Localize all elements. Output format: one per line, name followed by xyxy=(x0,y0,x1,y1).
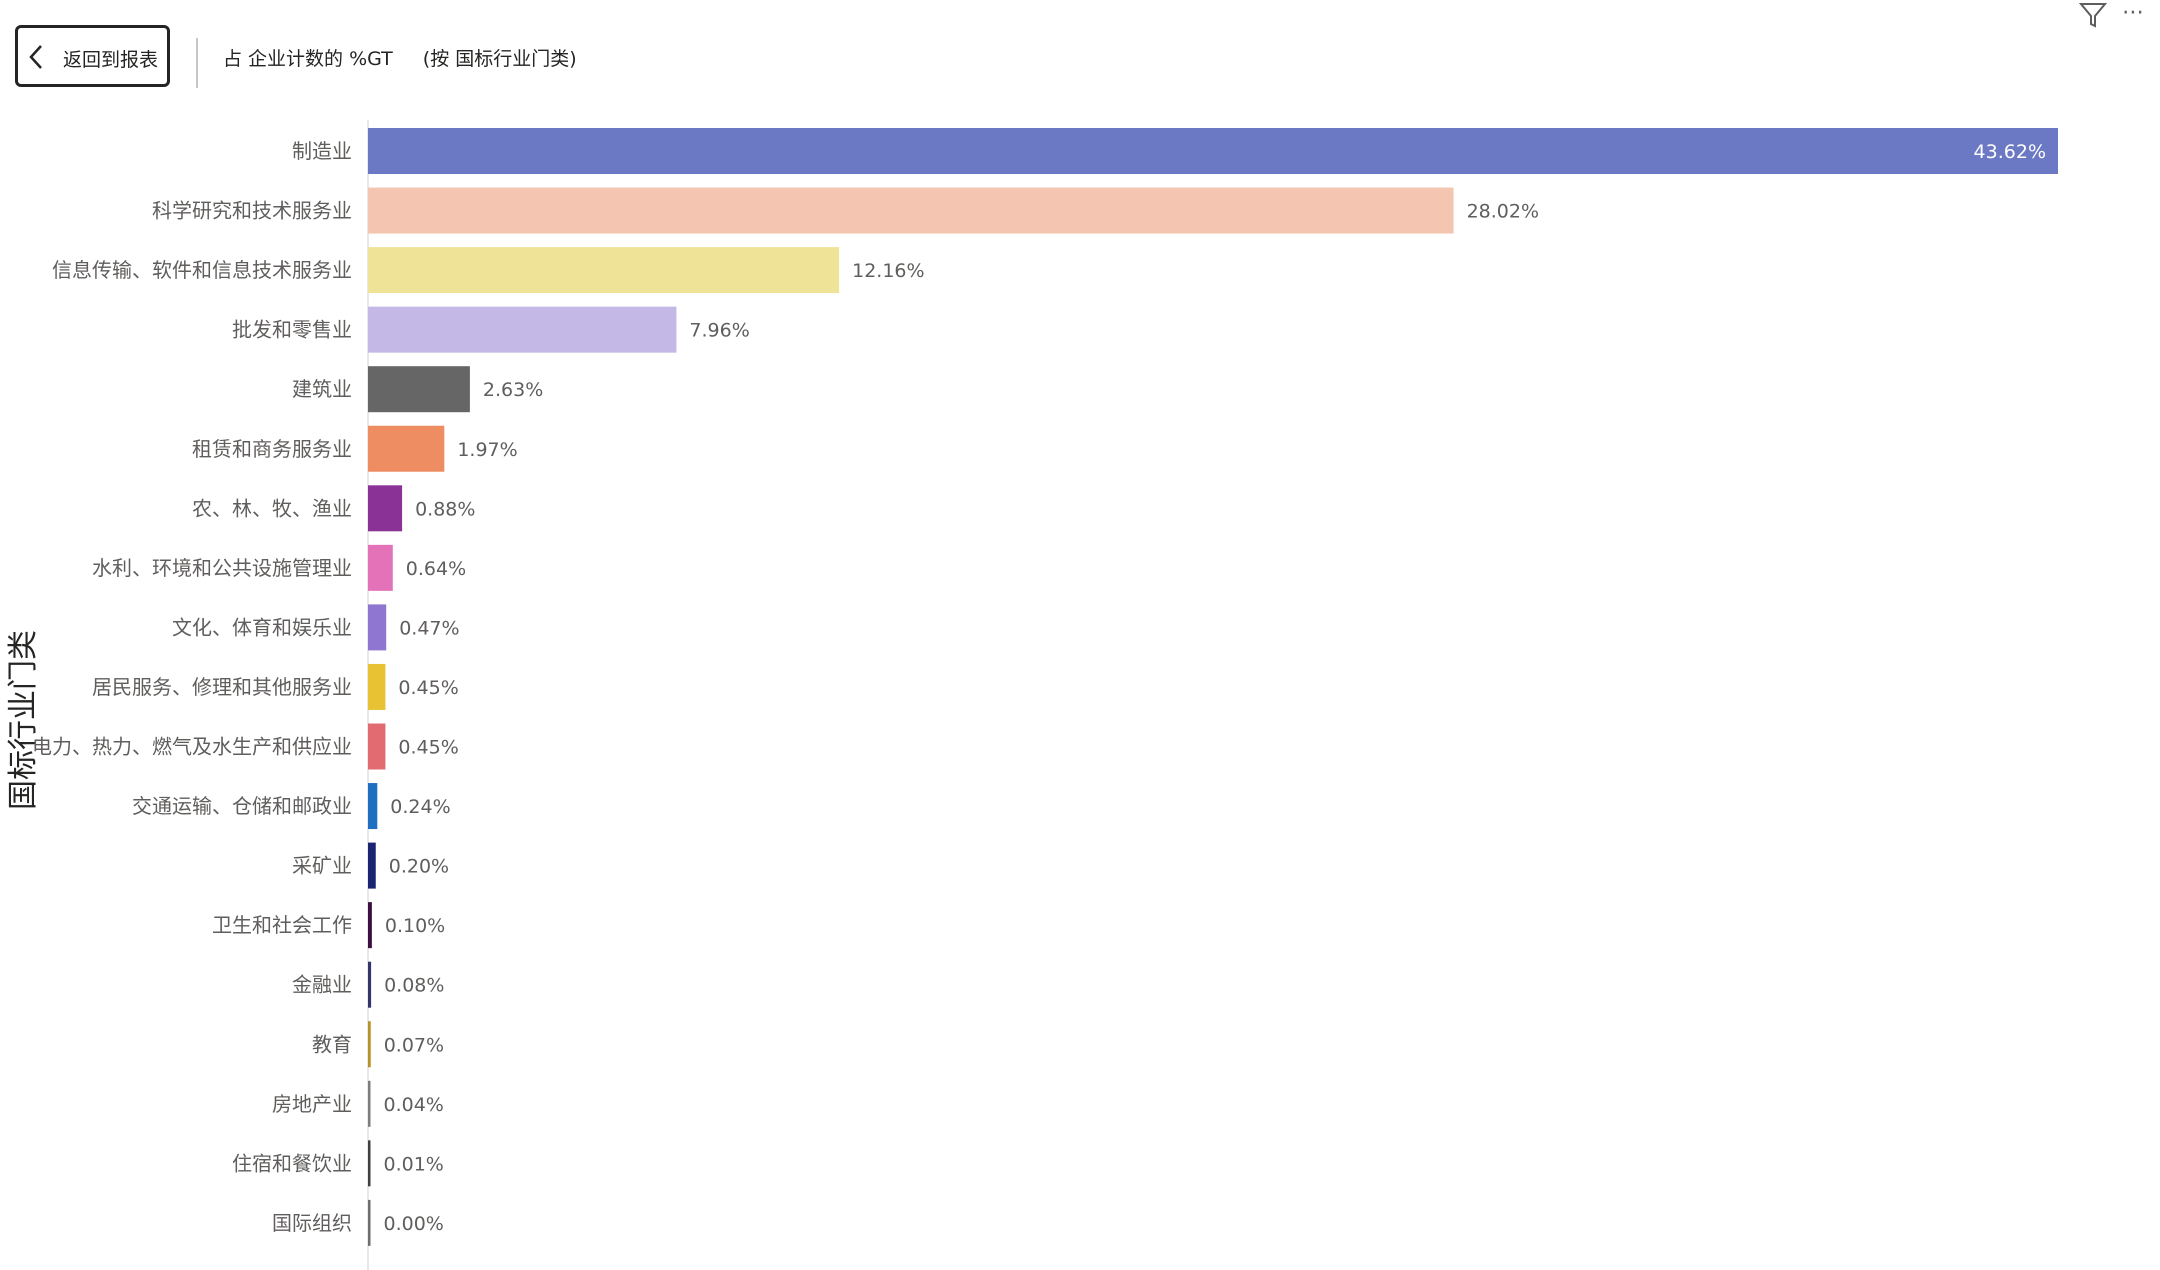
category-label: 房地产业 xyxy=(272,1092,352,1116)
bar-group[interactable]: 电力、热力、燃气及水生产和供应业 0.45% xyxy=(32,723,459,770)
data-label: 0.08% xyxy=(384,975,444,997)
title-by: (按 国标行业门类) xyxy=(422,48,577,70)
category-label: 采矿业 xyxy=(292,854,352,878)
bar[interactable] xyxy=(368,1199,371,1246)
data-label: 0.01% xyxy=(384,1153,444,1175)
category-label: 水利、环境和公共设施管理业 xyxy=(92,556,352,580)
bar-group[interactable]: 教育 0.07% xyxy=(312,1021,444,1068)
title-measure: 占 企业计数的 %GT xyxy=(223,48,393,70)
bar-group[interactable]: 租赁和商务服务业 1.97% xyxy=(192,425,518,472)
bar[interactable] xyxy=(368,723,386,770)
bar[interactable] xyxy=(368,128,2058,174)
bar[interactable] xyxy=(368,604,387,651)
category-label: 住宿和餐饮业 xyxy=(232,1151,352,1175)
bar-group[interactable]: 卫生和社会工作 0.10% xyxy=(212,902,445,949)
category-label: 科学研究和技术服务业 xyxy=(152,199,352,223)
bar-group[interactable]: 居民服务、修理和其他服务业 0.45% xyxy=(92,663,459,710)
bar[interactable] xyxy=(368,306,677,353)
bar[interactable] xyxy=(368,247,840,294)
bar[interactable] xyxy=(368,663,386,710)
data-label: 43.62% xyxy=(1974,141,2046,163)
data-label: 0.07% xyxy=(384,1034,444,1056)
header-divider xyxy=(196,38,198,88)
bar-group[interactable]: 信息传输、软件和信息技术服务业 12.16% xyxy=(52,247,925,294)
bar[interactable] xyxy=(368,783,378,830)
data-label: 0.45% xyxy=(398,737,458,759)
bar[interactable] xyxy=(368,544,393,591)
bar[interactable] xyxy=(368,961,372,1008)
bar[interactable] xyxy=(368,842,376,889)
data-label: 0.64% xyxy=(406,558,466,580)
bar-group[interactable]: 采矿业 0.20% xyxy=(292,842,449,889)
category-label: 批发和零售业 xyxy=(232,318,352,342)
data-label: 0.88% xyxy=(415,498,475,520)
category-label: 国际组织 xyxy=(272,1211,352,1235)
bar[interactable] xyxy=(368,425,445,472)
bar-group[interactable]: 制造业 43.62% xyxy=(292,128,2058,174)
category-label: 租赁和商务服务业 xyxy=(192,437,352,461)
bar-group[interactable]: 房地产业 0.04% xyxy=(272,1080,444,1127)
bar-group[interactable]: 文化、体育和娱乐业 0.47% xyxy=(172,604,460,651)
back-to-report-label: 返回到报表 xyxy=(63,49,159,71)
data-label: 28.02% xyxy=(1467,201,1539,223)
bar-group[interactable]: 批发和零售业 7.96% xyxy=(232,306,750,353)
bar[interactable] xyxy=(368,366,470,413)
category-label: 交通运输、仓储和邮政业 xyxy=(132,794,352,818)
category-label: 卫生和社会工作 xyxy=(212,913,352,937)
category-label: 文化、体育和娱乐业 xyxy=(172,615,352,639)
bar-group[interactable]: 水利、环境和公共设施管理业 0.64% xyxy=(92,544,466,591)
data-label: 0.00% xyxy=(384,1213,444,1235)
bar-group[interactable]: 交通运输、仓储和邮政业 0.24% xyxy=(132,783,451,830)
bar-group[interactable]: 住宿和餐饮业 0.01% xyxy=(232,1140,444,1187)
category-label: 制造业 xyxy=(292,139,352,163)
category-label: 农、林、牧、渔业 xyxy=(192,496,352,520)
data-label: 0.04% xyxy=(384,1094,444,1116)
data-label: 12.16% xyxy=(852,260,924,282)
category-label: 金融业 xyxy=(292,973,352,997)
data-label: 2.63% xyxy=(483,379,543,401)
visual-title: 占 企业计数的 %GT (按 国标行业门类) xyxy=(223,44,577,71)
chevron-left-icon xyxy=(26,42,46,76)
data-label: 7.96% xyxy=(689,320,749,342)
bar-group[interactable]: 科学研究和技术服务业 28.02% xyxy=(152,187,1539,234)
bar[interactable] xyxy=(368,1080,371,1127)
data-label: 0.24% xyxy=(390,796,450,818)
bar[interactable] xyxy=(368,1021,371,1068)
bar-group[interactable]: 建筑业 2.63% xyxy=(292,366,543,413)
more-options-icon[interactable]: ⋯ xyxy=(2122,0,2145,25)
bar[interactable] xyxy=(368,485,403,532)
data-label: 1.97% xyxy=(457,439,517,461)
category-label: 信息传输、软件和信息技术服务业 xyxy=(52,258,352,282)
bar[interactable] xyxy=(368,902,372,949)
category-label: 建筑业 xyxy=(292,377,352,401)
data-label: 0.47% xyxy=(399,617,459,639)
bar[interactable] xyxy=(368,187,1454,234)
back-to-report-button[interactable]: 返回到报表 xyxy=(15,25,170,87)
bar-group[interactable]: 金融业 0.08% xyxy=(292,961,444,1008)
bar[interactable] xyxy=(368,1140,371,1187)
category-label: 电力、热力、燃气及水生产和供应业 xyxy=(32,735,352,759)
category-label: 居民服务、修理和其他服务业 xyxy=(92,675,352,699)
category-label: 教育 xyxy=(312,1032,352,1056)
filter-icon[interactable] xyxy=(2078,0,2108,34)
data-label: 0.20% xyxy=(389,856,449,878)
bar-group[interactable]: 农、林、牧、渔业 0.88% xyxy=(192,485,475,532)
data-label: 0.10% xyxy=(385,915,445,937)
bar-group[interactable]: 国际组织 0.00% xyxy=(272,1199,444,1246)
data-label: 0.45% xyxy=(398,677,458,699)
